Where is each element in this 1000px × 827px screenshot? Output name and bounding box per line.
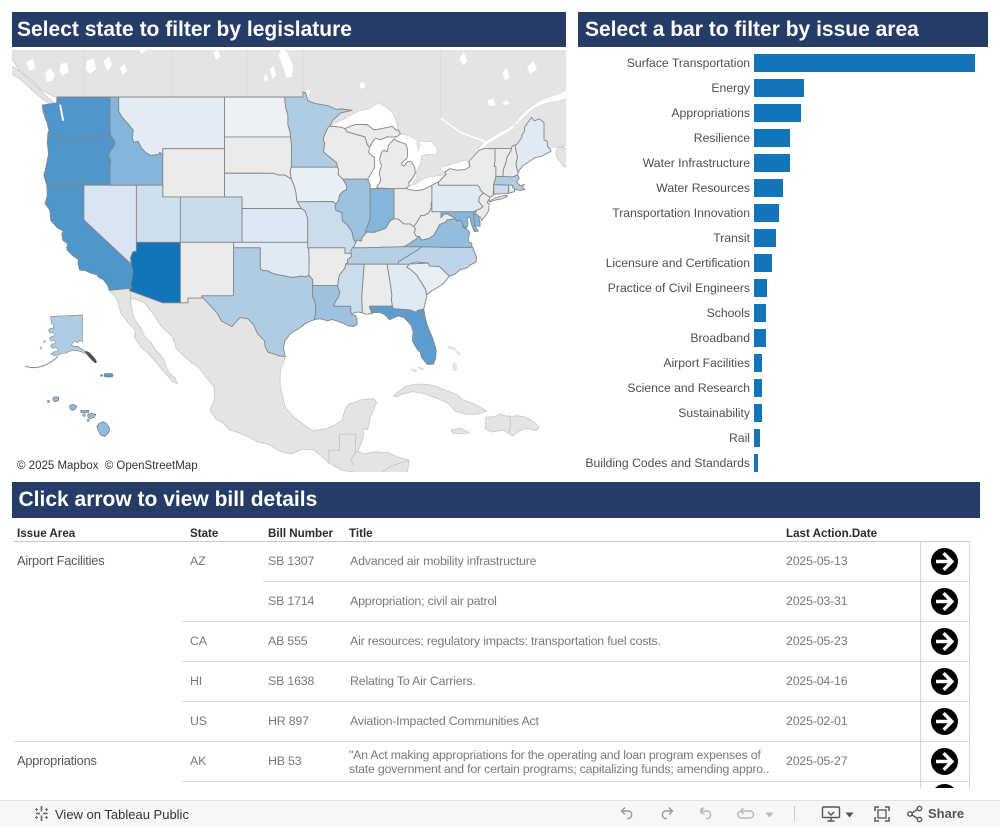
svg-text:© 2025 Mapbox © OpenStreetMap: © 2025 Mapbox © OpenStreetMap [17,460,198,472]
